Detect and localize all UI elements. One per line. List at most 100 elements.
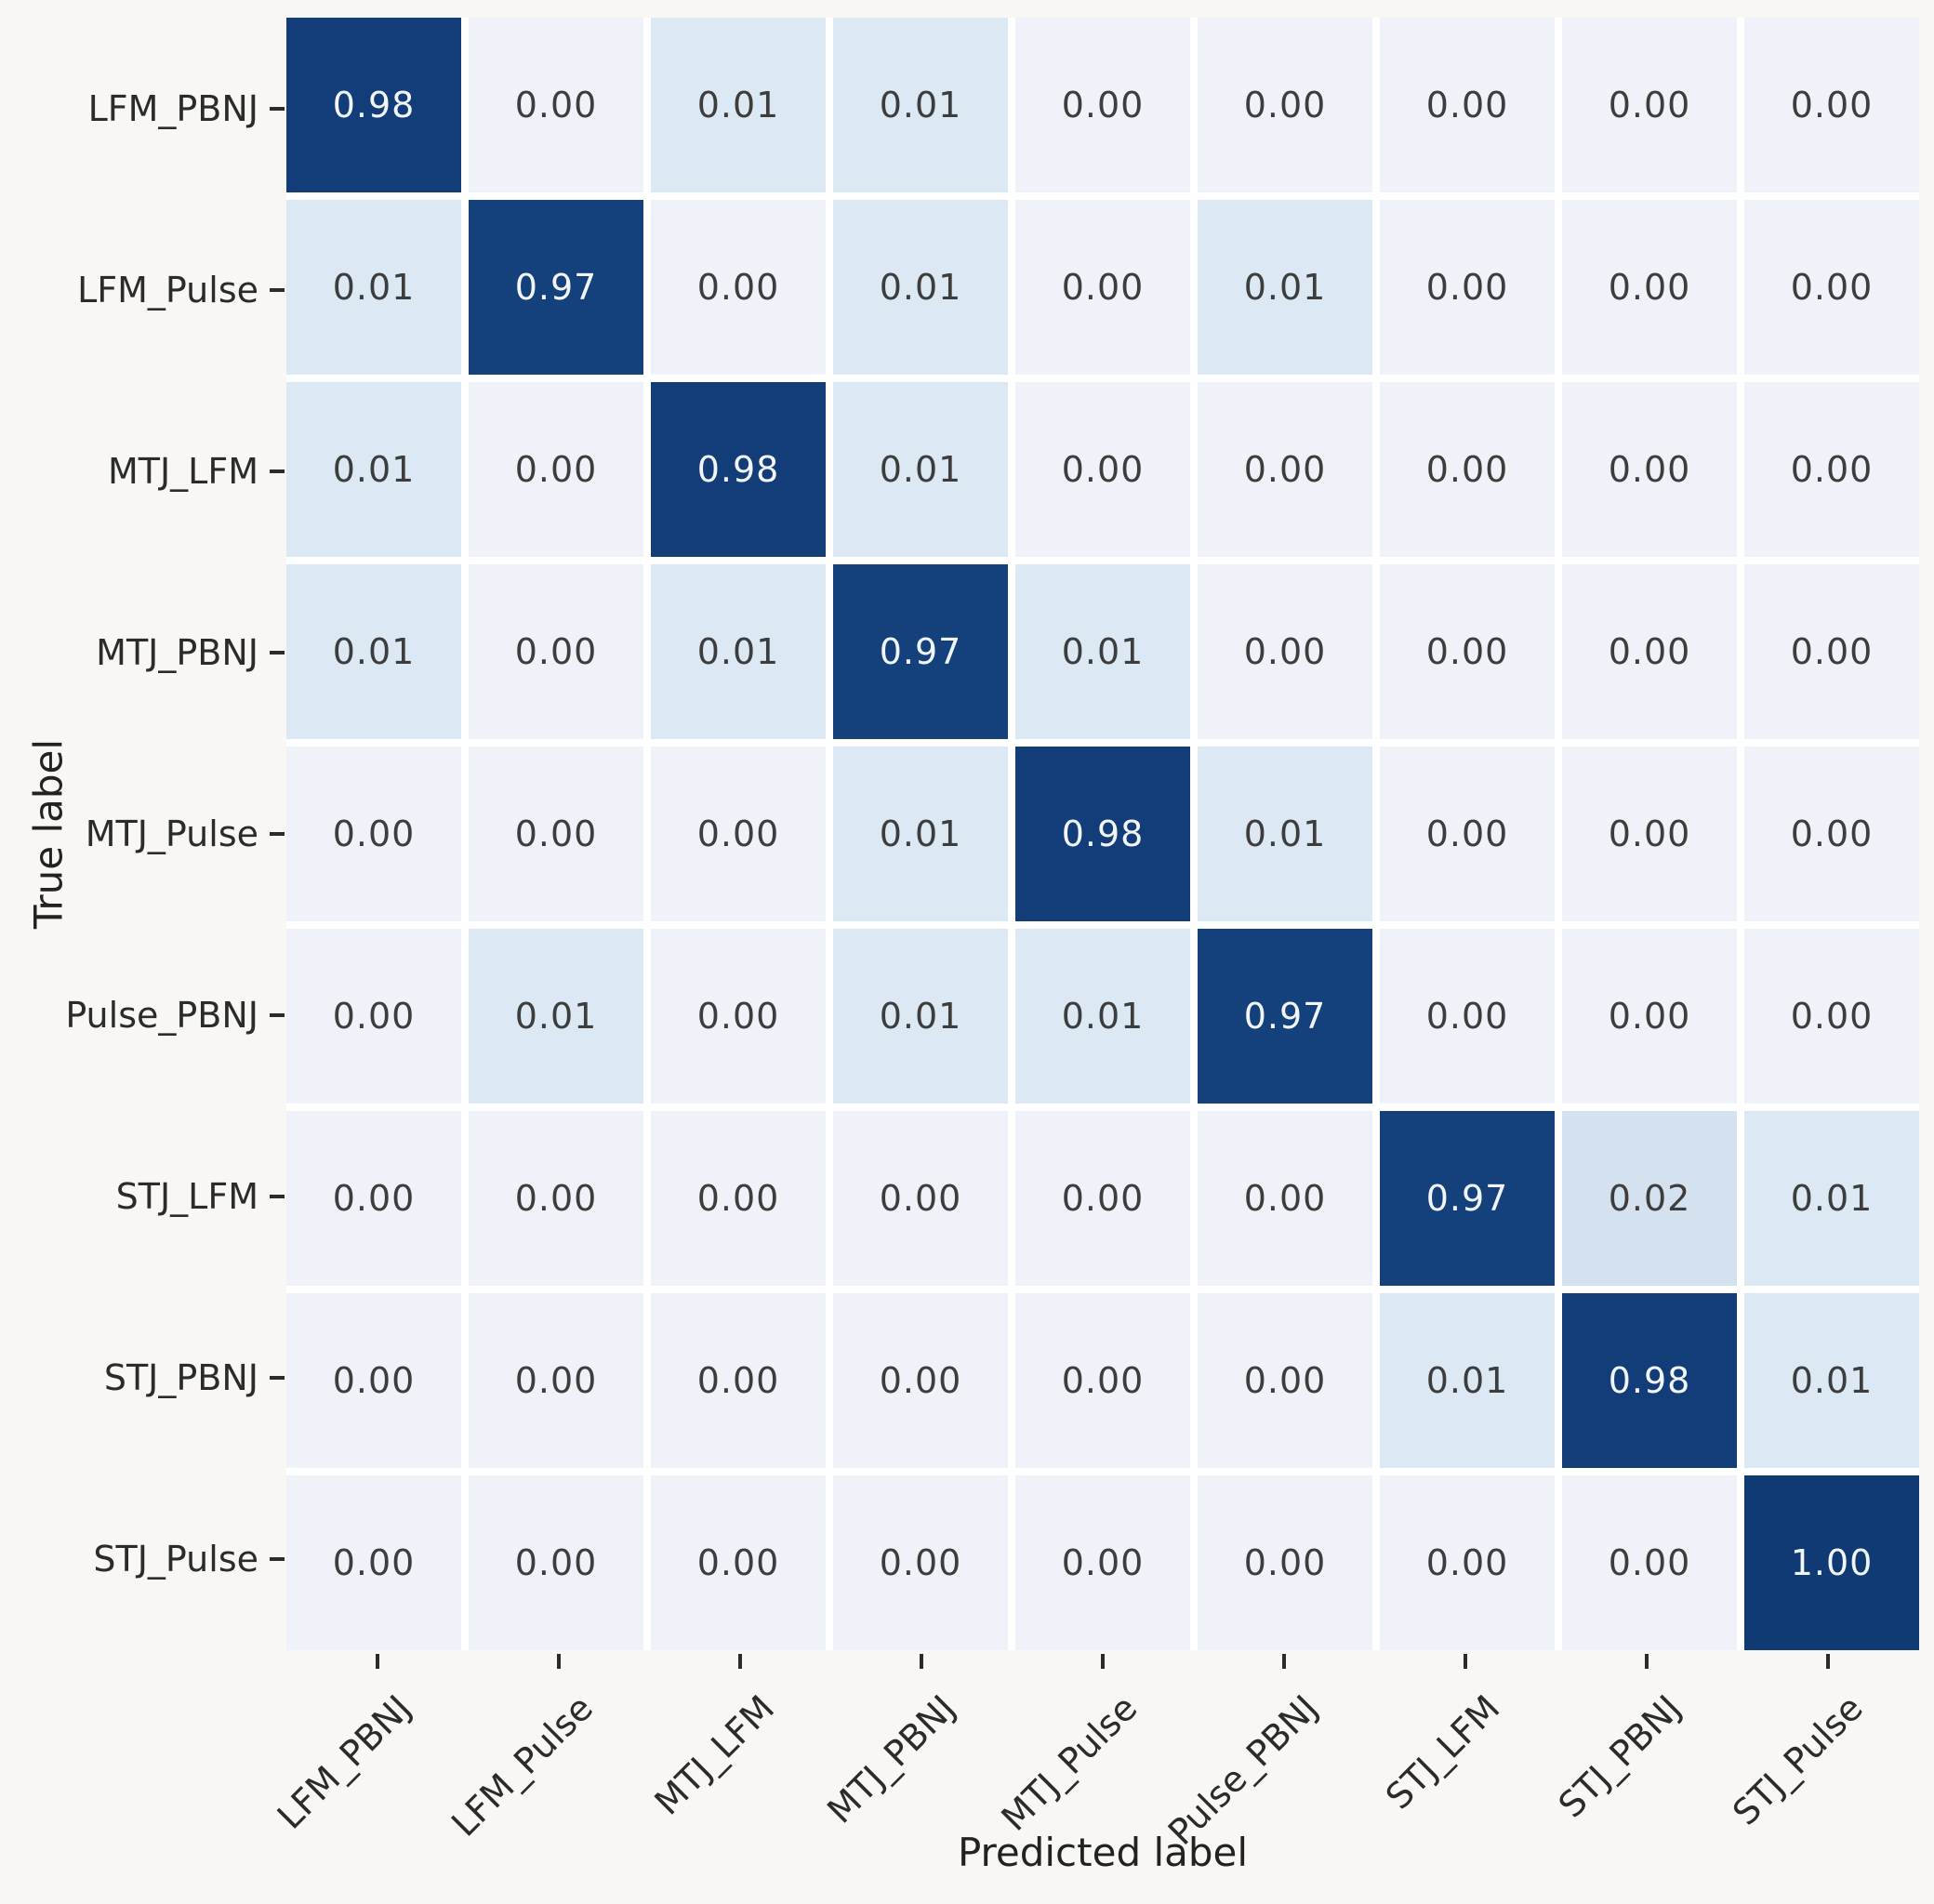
- x-tick: MTJ_Pulse: [993, 1650, 1193, 1873]
- x-tick-mark: [1282, 1654, 1287, 1669]
- heatmap-cell: 0.01: [833, 200, 1008, 375]
- heatmap-cell: 0.01: [469, 929, 643, 1104]
- heatmap-cell: 0.00: [1380, 564, 1555, 739]
- x-tick-label: LFM_Pulse: [443, 1687, 601, 1844]
- heatmap-cell: 0.00: [286, 1293, 461, 1468]
- x-tick-label: STJ_Pulse: [1724, 1687, 1871, 1833]
- heatmap-cell: 0.01: [1015, 929, 1190, 1104]
- heatmap-cell: 0.00: [1562, 18, 1737, 192]
- y-tick-label: STJ_LFM: [115, 1176, 258, 1218]
- x-tick-mark: [1100, 1654, 1105, 1669]
- y-tick: STJ_Pulse: [0, 1469, 286, 1650]
- heatmap-cell: 0.00: [469, 1475, 643, 1650]
- heatmap-cell: 0.01: [286, 564, 461, 739]
- heatmap-cell: 0.00: [1562, 747, 1737, 921]
- heatmap-cell: 0.00: [651, 929, 826, 1104]
- heatmap-cell: 0.01: [833, 18, 1008, 192]
- y-tick-label: STJ_Pulse: [93, 1539, 258, 1580]
- heatmap-cell: 0.00: [1380, 382, 1555, 557]
- heatmap-cell: 0.00: [1562, 564, 1737, 739]
- x-tick: LFM_Pulse: [444, 1650, 649, 1873]
- heatmap-cell: 0.00: [1744, 747, 1919, 921]
- heatmap-cell: 0.98: [1015, 747, 1190, 921]
- heatmap-cell: 0.00: [833, 1293, 1008, 1468]
- heatmap-cell: 0.00: [1562, 382, 1737, 557]
- x-tick: Pulse_PBNJ: [1160, 1650, 1375, 1873]
- heatmap-cell: 0.00: [833, 1475, 1008, 1650]
- heatmap-cell: 0.00: [469, 1111, 643, 1286]
- x-tick-mark: [1645, 1654, 1649, 1669]
- heatmap-cell: 0.02: [1562, 1111, 1737, 1286]
- y-tick: MTJ_LFM: [0, 380, 286, 562]
- x-tick-label: MTJ_Pulse: [993, 1687, 1146, 1839]
- heatmap-cell: 0.00: [1562, 1475, 1737, 1650]
- heatmap-cell: 0.00: [1562, 929, 1737, 1104]
- heatmap-cell: 0.00: [1562, 200, 1737, 375]
- x-tick: MTJ_LFM: [646, 1650, 830, 1873]
- heatmap-cell: 0.01: [1744, 1111, 1919, 1286]
- y-tick-label: STJ_PBNJ: [103, 1357, 258, 1399]
- heatmap-cell: 0.00: [469, 747, 643, 921]
- y-tick-labels: LFM_PBNJ LFM_Pulse MTJ_LFM MTJ_PBNJ MTJ_Puls…: [0, 18, 286, 1650]
- heatmap-cell: 0.00: [833, 1111, 1008, 1286]
- heatmap-cell: 0.01: [1198, 200, 1372, 375]
- y-tick: LFM_PBNJ: [0, 18, 286, 199]
- y-tick-label: MTJ_Pulse: [85, 813, 258, 854]
- heatmap-cell: 0.00: [469, 564, 643, 739]
- heatmap-cell: 0.00: [469, 382, 643, 557]
- heatmap-cell: 0.00: [469, 1293, 643, 1468]
- heatmap-cell: 0.00: [1198, 1475, 1372, 1650]
- heatmap-cell: 0.00: [1198, 382, 1372, 557]
- heatmap-cell: 0.00: [286, 929, 461, 1104]
- y-tick-label: Pulse_PBNJ: [65, 995, 258, 1037]
- heatmap-cell: 0.00: [286, 747, 461, 921]
- x-tick: STJ_PBNJ: [1551, 1650, 1738, 1873]
- heatmap-cell: 0.97: [1198, 929, 1372, 1104]
- heatmap-cell: 0.00: [1744, 929, 1919, 1104]
- y-tick-mark: [270, 469, 285, 473]
- y-tick: STJ_PBNJ: [0, 1288, 286, 1469]
- heatmap-cell: 0.00: [1744, 18, 1919, 192]
- x-tick-label: STJ_PBNJ: [1550, 1687, 1689, 1826]
- heatmap-cell: 0.00: [1380, 747, 1555, 921]
- y-tick: LFM_Pulse: [0, 199, 286, 380]
- heatmap-cell: 0.98: [286, 18, 461, 192]
- heatmap-cell: 0.01: [1380, 1293, 1555, 1468]
- y-tick-label: LFM_Pulse: [77, 269, 258, 311]
- y-tick-label: LFM_PBNJ: [87, 87, 258, 129]
- heatmap-cell: 0.00: [1198, 1293, 1372, 1468]
- heatmap-cell: 0.98: [1562, 1293, 1737, 1468]
- y-tick-mark: [270, 287, 285, 292]
- heatmap-cell: 0.00: [1015, 1475, 1190, 1650]
- heatmap-cell: 0.00: [1198, 564, 1372, 739]
- heatmap-cell: 0.00: [1744, 382, 1919, 557]
- x-tick-mark: [375, 1654, 379, 1669]
- y-tick-mark: [270, 650, 285, 654]
- y-tick-mark: [270, 1195, 285, 1199]
- heatmap-cell: 0.00: [1015, 18, 1190, 192]
- heatmap-cell: 0.00: [651, 1475, 826, 1650]
- heatmap-cell: 0.00: [651, 1111, 826, 1286]
- x-tick-mark: [919, 1654, 923, 1669]
- x-tick-label: STJ_LFM: [1377, 1687, 1508, 1818]
- heatmap-cell: 0.00: [1015, 382, 1190, 557]
- heatmap-cell: 0.97: [1380, 1111, 1555, 1286]
- x-tick-labels: LFM_PBNJ LFM_Pulse MTJ_LFM MTJ_PBNJ MTJ_Puls…: [270, 1650, 1919, 1873]
- y-tick-label: MTJ_LFM: [107, 450, 258, 492]
- y-tick-mark: [270, 106, 285, 111]
- y-tick: MTJ_Pulse: [0, 743, 286, 924]
- heatmap-cell: 0.01: [651, 18, 826, 192]
- heatmap-grid: 0.98 0.00 0.01 0.01 0.00 0.00 0.00 0.00 0.00 0.01…: [286, 18, 1919, 1650]
- heatmap-cell: 0.00: [469, 18, 643, 192]
- x-tick-mark: [1464, 1654, 1468, 1669]
- y-tick-label: MTJ_PBNJ: [96, 631, 258, 673]
- heatmap-cell: 0.00: [1744, 200, 1919, 375]
- heatmap-cell: 0.01: [1744, 1293, 1919, 1468]
- y-tick-mark: [270, 831, 285, 836]
- x-tick: LFM_PBNJ: [270, 1650, 468, 1873]
- y-tick-mark: [270, 1013, 285, 1018]
- heatmap-cell: 0.01: [1198, 747, 1372, 921]
- x-tick-mark: [737, 1654, 742, 1669]
- heatmap-cell: 0.97: [469, 200, 643, 375]
- heatmap-cell: 0.01: [286, 382, 461, 557]
